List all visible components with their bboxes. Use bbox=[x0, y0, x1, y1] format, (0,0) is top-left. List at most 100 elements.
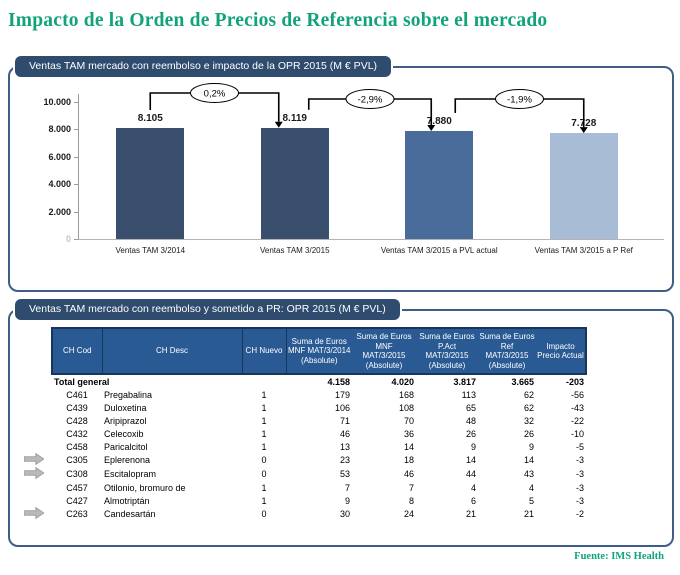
row-marker bbox=[16, 414, 52, 427]
delta-ellipse bbox=[190, 83, 239, 103]
ch-cod-cell: C457 bbox=[66, 482, 88, 493]
ch-desc-cell: Paricalcitol bbox=[104, 441, 148, 452]
column-header: CH Cod bbox=[51, 326, 103, 376]
impacto-cell: -3 bbox=[575, 455, 584, 466]
ch-desc-cell: Escitalopram bbox=[104, 469, 157, 480]
bar-value-label: 8.119 bbox=[282, 112, 307, 124]
row-marker bbox=[16, 507, 52, 521]
y-axis-tick-mark bbox=[74, 102, 78, 103]
ch-nuevo-cell: 1 bbox=[261, 482, 267, 493]
column-header: Suma de Euros MNF MAT/3/2014 (Absolute) bbox=[286, 326, 352, 376]
table-cell: 106 bbox=[334, 402, 350, 413]
chart-bar bbox=[116, 127, 185, 239]
table-cell: 14 bbox=[465, 455, 476, 466]
table-cell: 4.158 bbox=[327, 376, 350, 387]
y-axis-tick-label: 6.000 bbox=[48, 151, 71, 162]
table-cell: 9 bbox=[470, 441, 476, 452]
column-header: CH Desc bbox=[102, 326, 243, 376]
impact-table-wrap: CH Cod CH Desc CH Nuevo Suma de Euros MNF M… bbox=[16, 326, 587, 521]
ch-cod-cell: C428 bbox=[66, 415, 88, 426]
table-cell: 24 bbox=[403, 509, 414, 520]
delta-label: 0,2% bbox=[204, 89, 226, 100]
ch-desc-cell: Duloxetina bbox=[104, 402, 147, 413]
impacto-cell: -3 bbox=[575, 482, 584, 493]
x-axis-label: Ventas TAM 3/2015 a P Ref bbox=[534, 246, 633, 255]
table-cell: 179 bbox=[334, 389, 350, 400]
table-cell: 5 bbox=[528, 495, 534, 506]
ch-nuevo-cell: 1 bbox=[261, 495, 267, 506]
row-marker bbox=[16, 494, 52, 507]
ch-cod-cell: C432 bbox=[66, 428, 88, 439]
y-axis-tick-label: 8.000 bbox=[48, 124, 71, 135]
impact-table: CH Cod CH Desc CH Nuevo Suma de Euros MNF M… bbox=[16, 326, 587, 521]
table-row: C457 Otilonio, bromuro de 1 7 7 4 4 -3 bbox=[16, 481, 586, 494]
table-row: C427 Almotriptán 1 9 8 6 5 -3 bbox=[16, 494, 586, 507]
y-axis-tick-mark bbox=[74, 129, 78, 131]
table-cell: 108 bbox=[398, 402, 414, 413]
ch-nuevo-cell: 1 bbox=[261, 389, 267, 400]
ch-nuevo-cell: 1 bbox=[261, 441, 267, 452]
impacto-cell: -10 bbox=[570, 428, 584, 439]
table-cell: 3.817 bbox=[453, 376, 476, 387]
table-panel: Ventas TAM mercado con reembolso y somet… bbox=[8, 299, 674, 547]
ch-cod-cell: C458 bbox=[66, 441, 88, 452]
delta-label: -2,9% bbox=[358, 95, 383, 106]
row-marker bbox=[16, 453, 52, 467]
bar-value-label: 7.880 bbox=[426, 116, 452, 128]
table-cell: 8 bbox=[408, 495, 414, 506]
ch-desc-cell: Pregabalina bbox=[104, 389, 153, 400]
row-marker bbox=[16, 440, 52, 453]
row-marker bbox=[16, 481, 52, 494]
ch-desc-cell: Aripiprazol bbox=[104, 415, 147, 426]
table-row: C439 Duloxetina 1 106 108 65 62 -43 bbox=[16, 401, 586, 414]
table-header-row: CH Cod CH Desc CH Nuevo Suma de Euros MNF M… bbox=[16, 326, 587, 376]
highlight-arrow-icon bbox=[23, 467, 45, 480]
table-cell: 7 bbox=[408, 482, 414, 493]
impacto-cell: -43 bbox=[570, 402, 584, 413]
total-label: Total general bbox=[54, 376, 110, 387]
table-row: C308 Escitalopram 0 53 46 44 43 -3 bbox=[16, 467, 586, 481]
table-cell: 4.020 bbox=[391, 376, 414, 387]
y-axis-tick-label: 10.000 bbox=[43, 97, 71, 107]
source-credit: Fuente: IMS Health bbox=[574, 551, 664, 562]
column-header: Impacto Precio Actual bbox=[536, 326, 587, 376]
table-cell: 26 bbox=[523, 428, 534, 439]
table-cell: 26 bbox=[465, 428, 476, 439]
table-row: C305 Eplerenona 0 23 18 14 14 -3 bbox=[16, 453, 586, 467]
x-axis-label: Ventas TAM 3/2015 a PVL actual bbox=[380, 246, 498, 255]
table-cell: 32 bbox=[523, 415, 534, 426]
table-cell: 113 bbox=[461, 389, 476, 400]
y-axis-tick-label: 2.000 bbox=[48, 206, 71, 217]
table-cell: 46 bbox=[403, 469, 414, 480]
table-cell: 168 bbox=[398, 389, 414, 400]
table-cell: 3.665 bbox=[511, 376, 534, 387]
column-header: Suma de Euros Ref MAT/3/2015 (Absolute) bbox=[478, 326, 536, 376]
impacto-cell: -56 bbox=[570, 389, 584, 400]
delta-ellipse bbox=[345, 89, 395, 109]
ch-nuevo-cell: 0 bbox=[261, 455, 267, 466]
bar-value-label: 8.105 bbox=[137, 112, 163, 124]
ch-cod-cell: C308 bbox=[66, 469, 88, 480]
ch-nuevo-cell: 1 bbox=[261, 428, 267, 439]
row-marker bbox=[16, 427, 52, 440]
chart-panel: Ventas TAM mercado con reembolso e impac… bbox=[8, 56, 674, 292]
x-axis-line bbox=[78, 239, 664, 240]
table-cell: 13 bbox=[339, 441, 350, 452]
ch-cod-cell: C305 bbox=[66, 455, 88, 466]
table-cell: 6 bbox=[470, 495, 476, 506]
table-row: C432 Celecoxib 1 46 36 26 26 -10 bbox=[16, 427, 586, 440]
table-cell: -203 bbox=[565, 376, 584, 387]
ch-nuevo-cell: 0 bbox=[261, 469, 267, 480]
table-row: C461 Pregabalina 1 179 168 113 62 -56 bbox=[16, 388, 586, 401]
column-header: Suma de Euros P.Act MAT/3/2015 (Absolute… bbox=[416, 326, 478, 376]
table-cell: 7 bbox=[344, 482, 350, 493]
chart-bar bbox=[260, 127, 329, 239]
impacto-cell: -2 bbox=[575, 509, 584, 520]
y-axis-tick-mark bbox=[74, 156, 78, 158]
table-cell: 21 bbox=[465, 509, 476, 520]
table-body: Total general 4.158 4.020 3.817 3.665 -203 C46… bbox=[16, 374, 586, 521]
ch-cod-cell: C427 bbox=[66, 495, 88, 506]
table-cell: 46 bbox=[339, 428, 350, 439]
table-row: C458 Paricalcitol 1 13 14 9 9 -5 bbox=[16, 440, 586, 453]
impacto-cell: -3 bbox=[575, 495, 584, 506]
